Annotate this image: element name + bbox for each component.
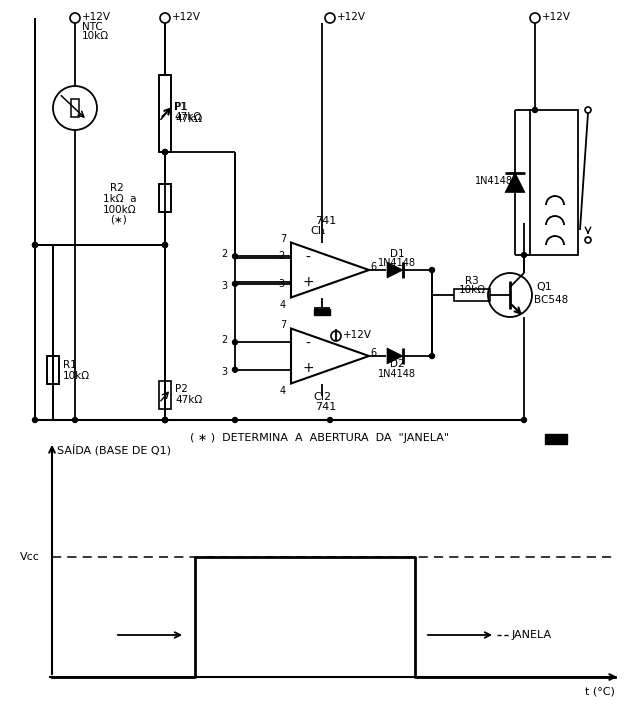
Polygon shape <box>387 262 403 278</box>
Text: Vcc: Vcc <box>20 552 40 562</box>
Bar <box>159 75 171 152</box>
Bar <box>159 184 171 212</box>
Text: 4: 4 <box>280 300 286 310</box>
Circle shape <box>72 418 77 423</box>
Text: 3: 3 <box>221 367 227 377</box>
Text: D1: D1 <box>390 249 404 259</box>
Text: R1: R1 <box>63 360 77 370</box>
Circle shape <box>232 367 237 373</box>
Circle shape <box>429 354 435 358</box>
Text: R2: R2 <box>110 183 124 193</box>
Text: 1N4148: 1N4148 <box>475 175 513 185</box>
Text: 6: 6 <box>370 348 376 358</box>
Text: 7: 7 <box>280 235 286 245</box>
Text: Q1: Q1 <box>536 282 552 292</box>
Bar <box>314 308 330 315</box>
Text: 2: 2 <box>278 251 284 261</box>
Text: +12V: +12V <box>542 12 571 22</box>
Text: (∗): (∗) <box>110 215 127 225</box>
Bar <box>159 184 171 212</box>
Text: CI2: CI2 <box>313 392 331 402</box>
Text: SAÍDA (BASE DE Q1): SAÍDA (BASE DE Q1) <box>57 444 171 455</box>
Text: 2: 2 <box>221 335 227 345</box>
Circle shape <box>33 243 38 247</box>
Bar <box>454 289 490 301</box>
Text: 10kΩ: 10kΩ <box>63 371 90 381</box>
Text: 6: 6 <box>370 262 376 272</box>
Circle shape <box>232 340 237 345</box>
Text: 1N4148: 1N4148 <box>378 369 416 379</box>
Circle shape <box>232 254 237 259</box>
Text: 100kΩ: 100kΩ <box>103 205 136 215</box>
Text: t (°C): t (°C) <box>585 687 615 697</box>
Text: +12V: +12V <box>82 12 111 22</box>
Text: CI₁: CI₁ <box>310 226 326 235</box>
Text: 741: 741 <box>316 216 337 226</box>
Polygon shape <box>505 173 525 192</box>
Text: -: - <box>305 251 310 265</box>
Text: P2: P2 <box>175 384 188 394</box>
Text: P1: P1 <box>174 102 187 112</box>
Circle shape <box>163 243 168 247</box>
Text: 3: 3 <box>278 279 284 289</box>
Text: 47kΩ: 47kΩ <box>175 395 202 405</box>
Circle shape <box>163 418 168 423</box>
Circle shape <box>163 418 168 423</box>
Text: NTC: NTC <box>82 22 103 32</box>
Text: 10kΩ: 10kΩ <box>82 31 109 41</box>
Circle shape <box>232 418 237 423</box>
Bar <box>159 75 171 152</box>
Text: 1kΩ  a: 1kΩ a <box>103 194 136 204</box>
Text: +: + <box>302 275 314 289</box>
Circle shape <box>522 252 527 257</box>
Bar <box>71 99 79 117</box>
Text: +12V: +12V <box>337 12 366 22</box>
Bar <box>545 434 567 444</box>
Text: +12V: +12V <box>172 12 201 22</box>
Bar <box>47 356 59 384</box>
Circle shape <box>532 107 538 112</box>
Text: 10kΩ: 10kΩ <box>458 285 486 295</box>
Text: D2: D2 <box>390 359 404 369</box>
Circle shape <box>328 418 333 423</box>
Circle shape <box>163 149 168 155</box>
Text: 3: 3 <box>221 281 227 291</box>
Text: +12V: +12V <box>343 330 372 340</box>
Circle shape <box>163 418 168 423</box>
Text: JANELA: JANELA <box>512 630 552 640</box>
Text: +: + <box>302 361 314 375</box>
Text: 47kΩ: 47kΩ <box>174 112 201 122</box>
Circle shape <box>163 243 168 247</box>
Text: 741: 741 <box>316 402 337 412</box>
Circle shape <box>33 243 38 247</box>
Bar <box>159 381 171 409</box>
Text: 47kΩ: 47kΩ <box>175 114 202 124</box>
Text: ( ∗ )  DETERMINA  A  ABERTURA  DA  "JANELA": ( ∗ ) DETERMINA A ABERTURA DA "JANELA" <box>191 433 449 443</box>
Text: R3: R3 <box>465 276 479 286</box>
Circle shape <box>163 149 168 155</box>
Text: 4: 4 <box>280 385 286 395</box>
Circle shape <box>33 418 38 423</box>
Circle shape <box>429 267 435 272</box>
Text: 1N4148: 1N4148 <box>378 258 416 268</box>
Circle shape <box>232 281 237 286</box>
Text: P1: P1 <box>175 103 188 112</box>
Text: 2: 2 <box>221 250 227 259</box>
Circle shape <box>522 418 527 423</box>
Polygon shape <box>387 348 403 364</box>
Bar <box>530 110 578 255</box>
Bar <box>47 356 59 384</box>
Text: BC548: BC548 <box>534 295 568 305</box>
Text: -: - <box>305 337 310 351</box>
Text: 7: 7 <box>280 320 286 330</box>
